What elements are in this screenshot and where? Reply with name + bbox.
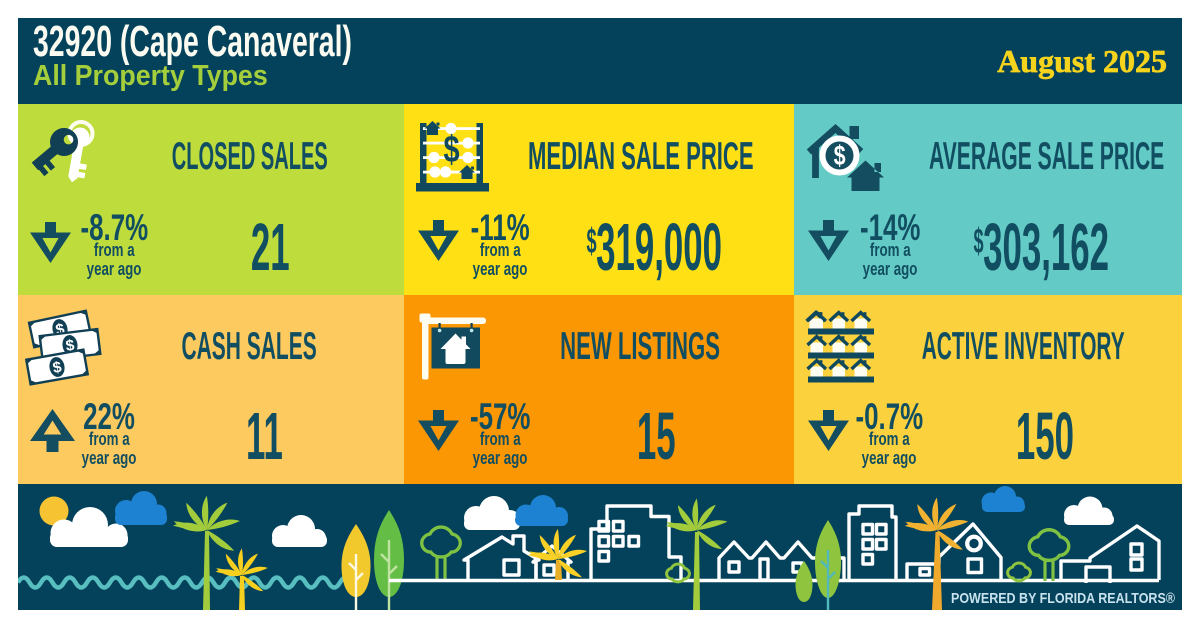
svg-text:$: $ xyxy=(51,359,63,377)
svg-text:$: $ xyxy=(443,128,459,171)
svg-text:$: $ xyxy=(834,140,846,171)
svg-text:POWERED BY FLORIDA REALTORS®: POWERED BY FLORIDA REALTORS® xyxy=(951,590,1175,607)
svg-text:$: $ xyxy=(65,337,76,355)
